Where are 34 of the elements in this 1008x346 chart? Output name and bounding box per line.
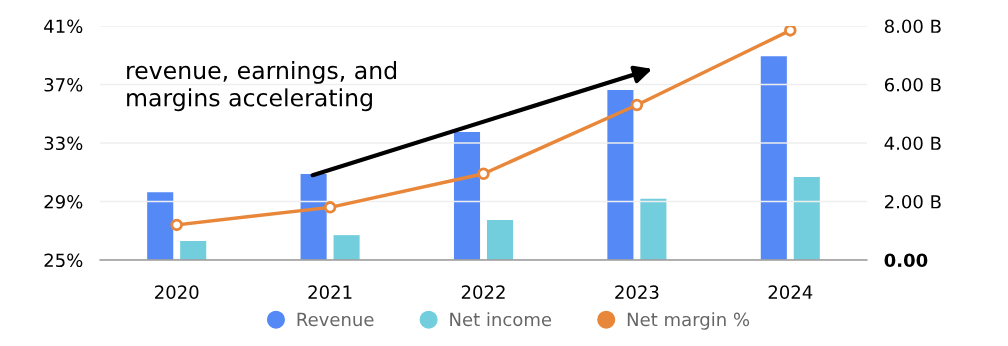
point bbox=[477, 167, 490, 180]
bar bbox=[333, 235, 360, 260]
y2-tick-label: 2.00 B bbox=[884, 194, 941, 209]
x-tick-label: 2021 bbox=[308, 285, 352, 299]
bar bbox=[760, 56, 787, 260]
y-tick-label: 25% bbox=[44, 253, 83, 268]
legend-label: Net income bbox=[450, 312, 552, 327]
bar bbox=[486, 219, 514, 260]
bar bbox=[147, 192, 174, 260]
y-tick-label: 41% bbox=[44, 19, 83, 34]
x-tick-label: 2023 bbox=[615, 285, 659, 299]
y2-tick-label: 4.00 B bbox=[884, 136, 941, 151]
legend-label: Net margin % bbox=[627, 312, 750, 330]
bar bbox=[793, 176, 820, 260]
point bbox=[630, 98, 644, 112]
bar bbox=[640, 198, 667, 260]
legend-label: Revenue bbox=[297, 312, 374, 327]
y2-tick-label: 0.00 bbox=[884, 253, 928, 268]
bar bbox=[453, 131, 481, 260]
y-tick-label: 29% bbox=[44, 194, 83, 209]
annotation: revenue, earnings, and margins accelerating bbox=[127, 61, 397, 112]
y-tick-label: 33% bbox=[44, 136, 83, 151]
x-tick-label: 2024 bbox=[768, 285, 813, 299]
y-tick-label: 37% bbox=[44, 77, 83, 92]
bar bbox=[300, 174, 327, 260]
x-tick-label: 2020 bbox=[155, 285, 199, 299]
bar bbox=[180, 240, 207, 260]
bar bbox=[607, 90, 634, 260]
point bbox=[170, 218, 183, 232]
y2-tick-label: 8.00 B bbox=[884, 19, 941, 34]
x-tick-label: 2022 bbox=[461, 285, 505, 299]
point bbox=[784, 26, 797, 37]
y2-tick-label: 6.00 B bbox=[884, 77, 941, 92]
point bbox=[323, 201, 337, 214]
